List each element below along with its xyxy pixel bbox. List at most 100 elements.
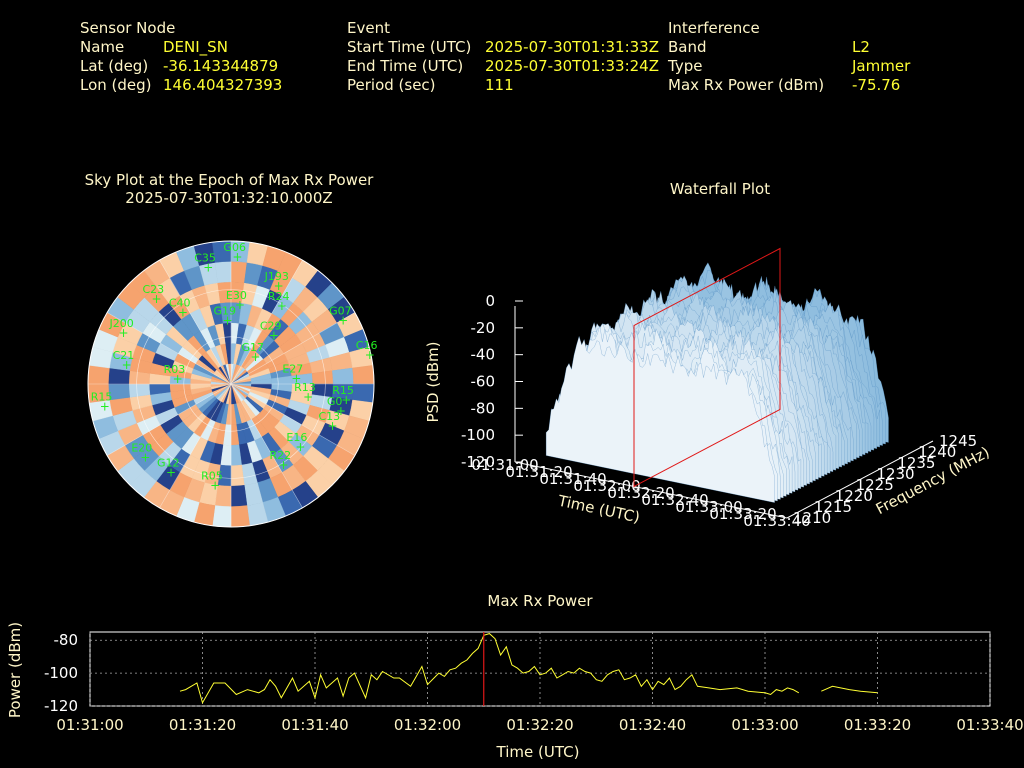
sky-cell [295,321,320,344]
mp-y-tick-label: -80 [54,631,79,649]
sky-cell [257,265,279,290]
sky-cell [230,383,252,390]
sky-cell [217,281,232,304]
wf-surface-strip [659,265,889,443]
satellite-marker: + [178,305,188,319]
sky-cell [254,436,273,460]
sky-cell [155,342,179,361]
sky-cell [174,353,196,369]
sky-cell [271,383,293,393]
sky-cell [243,351,261,370]
sky-ring [183,336,279,432]
wf-surface-strip [610,299,840,469]
sky-cell [156,277,181,304]
sky-cell [220,302,232,324]
band-label: Band [668,38,707,56]
satellite-marker: + [365,348,375,362]
sky-cell [274,325,297,347]
sky-cell [279,414,303,435]
wf-freq-tick-label: 1230 [876,465,914,483]
wf-surface-strip [650,281,880,448]
sky-cell [281,277,306,304]
sky-cell [319,422,345,446]
wf-freq-tick-label: 1240 [918,443,956,461]
wf-z-tick-label: -20 [471,319,496,337]
sky-cell [317,282,345,310]
sky-cell [212,240,232,263]
sky-cell [170,389,192,401]
band-value: L2 [852,38,870,56]
sky-cell [230,375,251,385]
sky-cell [117,458,145,486]
satellite-label: C35 [194,251,216,264]
sky-cell [109,397,133,416]
sky-cell [230,364,242,385]
sky-cell [230,302,242,324]
sky-cell [117,282,145,310]
wf-freq-tick-label: 1215 [814,498,852,516]
satellite-label: R24 [268,290,290,303]
sky-cell [246,419,262,441]
sky-cell [201,351,219,370]
sky-cell [317,458,345,486]
wf-time-tick-label: 01:33:00 [675,498,742,516]
sky-cell [136,415,161,436]
sky-cell [191,389,213,400]
sky-cell [198,354,217,372]
sky-cell [109,352,133,371]
satellite-marker: + [100,400,110,414]
sky-spoke [107,312,232,385]
sky-cell [124,434,151,459]
sky-cell [225,383,232,405]
sky-cell [214,383,232,399]
sky-cell [220,343,229,365]
sky-cell [220,444,232,466]
sky-cell [165,421,188,443]
sky-cell [233,403,242,425]
sky-spoke [230,383,355,456]
satellite-label: R05 [201,470,223,483]
sky-cell [214,369,232,385]
satellite-label: G0 [327,395,343,408]
wf-time-tick-label: 01:31:20 [505,463,572,481]
sky-cell [230,342,237,364]
sky-cell [212,505,232,528]
wf-surface-strip [656,262,886,445]
satellite-marker: + [338,313,348,327]
sky-cell [187,335,207,356]
sky-cell [222,322,232,344]
wf-surface-strip [642,277,872,453]
sky-cell [211,383,232,393]
sky-cell [306,404,330,424]
satellite-marker: + [232,250,242,264]
sky-cell [106,445,135,472]
sky-cell [254,308,273,332]
sky-cell [268,427,290,450]
sky-cell [215,344,226,366]
sky-cell [149,311,174,335]
interference-heading: Interference [668,19,760,37]
mp-frame [89,631,991,707]
mp-x-tick-label: 01:32:20 [506,716,573,734]
sky-cell [332,383,354,401]
sky-cell [87,365,110,385]
sky-cell [198,396,217,414]
sky-cell [230,383,249,397]
wf-surface-strip [616,291,845,466]
sky-cell [246,502,269,527]
sky-cell [230,383,240,404]
sky-cell [92,329,119,353]
satellite-label: R13 [294,381,316,394]
sky-cell [220,383,232,404]
sky-cell [251,383,273,390]
sky-cell [230,383,244,402]
sky-cell [241,282,258,306]
sky-cell [329,352,353,371]
sky-cell [301,332,326,353]
satellite-label: E16 [286,431,307,444]
sky-cell [87,383,110,403]
sky-spoke [159,383,232,508]
sky-cell [225,404,232,426]
wf-surface-strip [639,287,869,454]
sky-cell [230,383,251,393]
